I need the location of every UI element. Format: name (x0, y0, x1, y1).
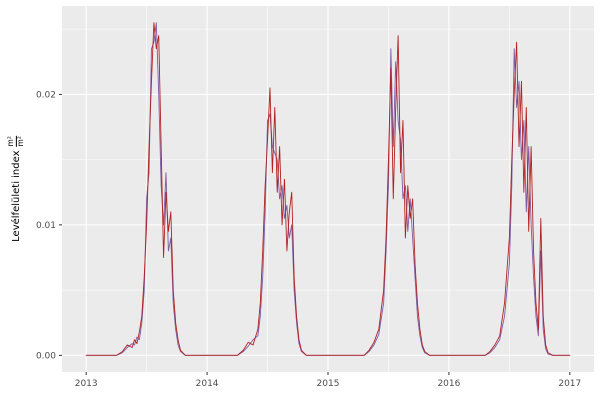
y-tick-label: 0.01 (36, 221, 56, 231)
y-tick-label: 0.02 (36, 90, 56, 100)
x-tick-label: 2014 (196, 379, 219, 389)
fraction-numerator: m² (5, 136, 15, 147)
x-tick-label: 2016 (437, 379, 460, 389)
x-tick-label: 2015 (317, 379, 340, 389)
y-axis-title: Levélfelületi index m² m² (5, 136, 26, 242)
x-tick-label: 2013 (75, 379, 98, 389)
series-red (85, 22, 571, 356)
x-tick-label: 2017 (558, 379, 581, 389)
series-purple (85, 22, 571, 356)
y-axis-title-fraction: m² m² (5, 136, 26, 147)
y-tick-label: 0.00 (36, 351, 56, 361)
fraction-denominator: m² (15, 136, 26, 147)
y-axis-title-text: Levélfelületi index (10, 150, 22, 242)
